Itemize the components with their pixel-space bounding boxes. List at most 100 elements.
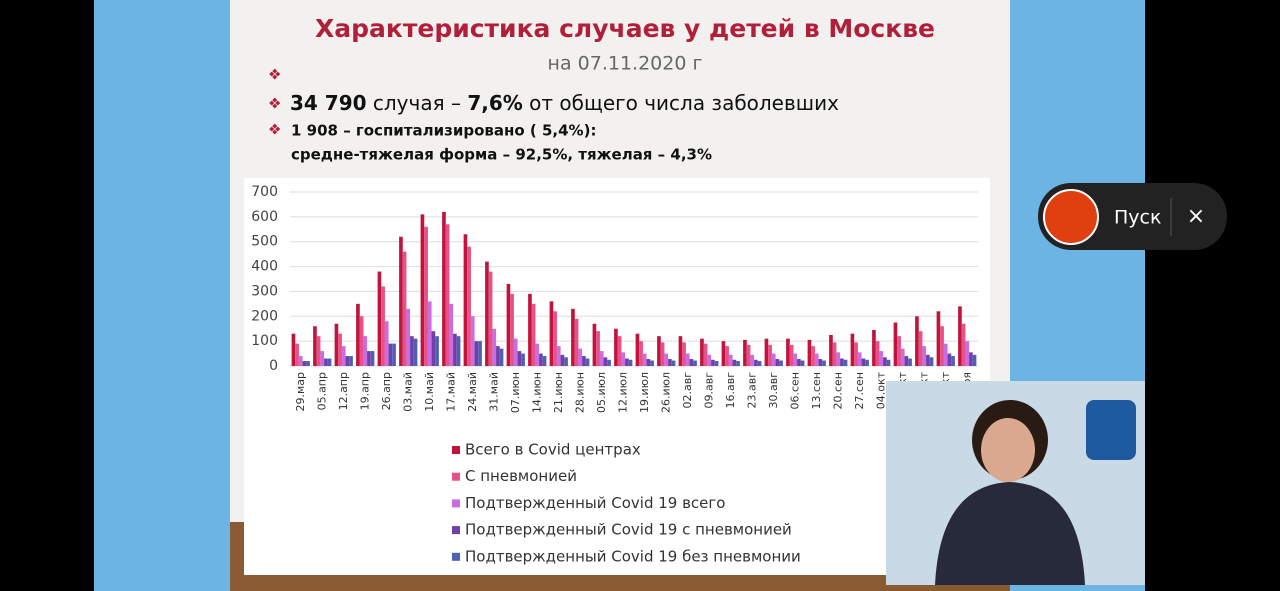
bar: [639, 341, 643, 366]
bar: [370, 351, 375, 366]
bar: [865, 359, 869, 366]
bar: [628, 359, 633, 366]
bar: [711, 359, 715, 366]
bar: [668, 359, 672, 366]
bar: [399, 236, 403, 366]
bar: [904, 356, 909, 366]
bar: [531, 303, 536, 366]
bar: [564, 357, 568, 366]
bar: [768, 344, 772, 366]
bar: [829, 334, 833, 366]
bullet: ❖: [268, 95, 281, 113]
bullet-text: 1 908 – госпитализировано ( 5,4%):: [291, 122, 596, 140]
y-tick-label: 400: [251, 259, 278, 275]
bar: [625, 358, 629, 366]
x-tick-label: 02.авг: [681, 372, 694, 409]
bar: [900, 348, 905, 366]
chart-box: [244, 178, 990, 575]
slide-subtitle: на 07.11.2020 г: [548, 53, 703, 75]
y-tick-label: 100: [251, 333, 278, 349]
bar: [657, 336, 661, 366]
bar: [470, 316, 475, 366]
x-tick-label: 05.июл: [595, 372, 608, 413]
bar: [496, 346, 500, 366]
legend-label: С пневмонией: [465, 467, 577, 485]
bullet-text: средне-тяжелая форма – 92,5%, тяжелая – …: [291, 146, 712, 164]
bar: [965, 341, 970, 366]
bar: [456, 336, 461, 366]
percent: 7,6%: [467, 91, 522, 115]
bar: [334, 323, 339, 366]
bar: [582, 356, 586, 366]
bar: [316, 336, 321, 366]
bar: [886, 359, 891, 366]
bar: [732, 359, 737, 366]
bar: [413, 338, 418, 366]
bar: [384, 321, 389, 366]
bar: [549, 301, 554, 366]
start-label[interactable]: Пуск: [1114, 207, 1161, 229]
x-tick-label: 31.май: [487, 372, 500, 412]
video-person-face: [981, 418, 1035, 482]
bar: [969, 352, 973, 366]
bar: [943, 343, 948, 366]
bar: [843, 359, 848, 366]
x-tick-label: 26.апр: [380, 372, 393, 410]
bar: [958, 306, 962, 366]
bar: [621, 352, 626, 366]
bar: [513, 338, 518, 366]
y-tick-label: 0: [269, 358, 278, 374]
bar: [646, 359, 651, 366]
bar: [822, 360, 826, 366]
x-tick-label: 13.сен: [810, 372, 823, 410]
bar: [478, 341, 482, 366]
bar: [324, 358, 328, 366]
bar: [574, 318, 579, 366]
x-tick-label: 07.июн: [509, 372, 522, 413]
bar: [635, 333, 640, 366]
x-tick-label: 16.авг: [724, 372, 737, 409]
bar: [736, 361, 740, 366]
x-tick-label: 28.июн: [573, 372, 586, 413]
bar: [556, 346, 561, 366]
close-button[interactable]: ×: [1187, 204, 1205, 229]
bar: [571, 308, 575, 366]
bar: [664, 353, 669, 366]
record-button[interactable]: [1043, 189, 1099, 245]
bar: [295, 343, 299, 366]
bar: [883, 357, 887, 366]
bar: [424, 226, 428, 366]
bar: [392, 343, 396, 366]
bar: [682, 342, 686, 366]
bar: [492, 328, 497, 366]
bar: [553, 311, 557, 366]
bar: [420, 214, 425, 366]
bullet: ❖: [268, 66, 281, 84]
bar: [499, 348, 504, 366]
bar: [961, 323, 966, 366]
bar: [599, 351, 604, 366]
bar: [596, 331, 600, 366]
bar: [442, 211, 446, 366]
bar: [453, 333, 457, 366]
bar: [291, 333, 296, 366]
bar: [406, 308, 411, 366]
bar: [951, 356, 955, 366]
text: от общего числа заболевших: [523, 91, 839, 115]
y-tick-label: 300: [251, 283, 278, 299]
bar: [528, 293, 532, 366]
x-tick-label: 09.авг: [702, 372, 715, 409]
bar: [349, 356, 353, 366]
bar: [757, 361, 762, 366]
bar: [302, 361, 307, 366]
legend-swatch: [452, 446, 460, 454]
bar: [327, 358, 332, 366]
bar: [861, 358, 866, 366]
video-person-body: [935, 482, 1085, 585]
bar: [560, 354, 565, 366]
bar: [338, 333, 342, 366]
bar: [850, 333, 855, 366]
bar: [972, 354, 977, 366]
bar: [764, 338, 769, 366]
